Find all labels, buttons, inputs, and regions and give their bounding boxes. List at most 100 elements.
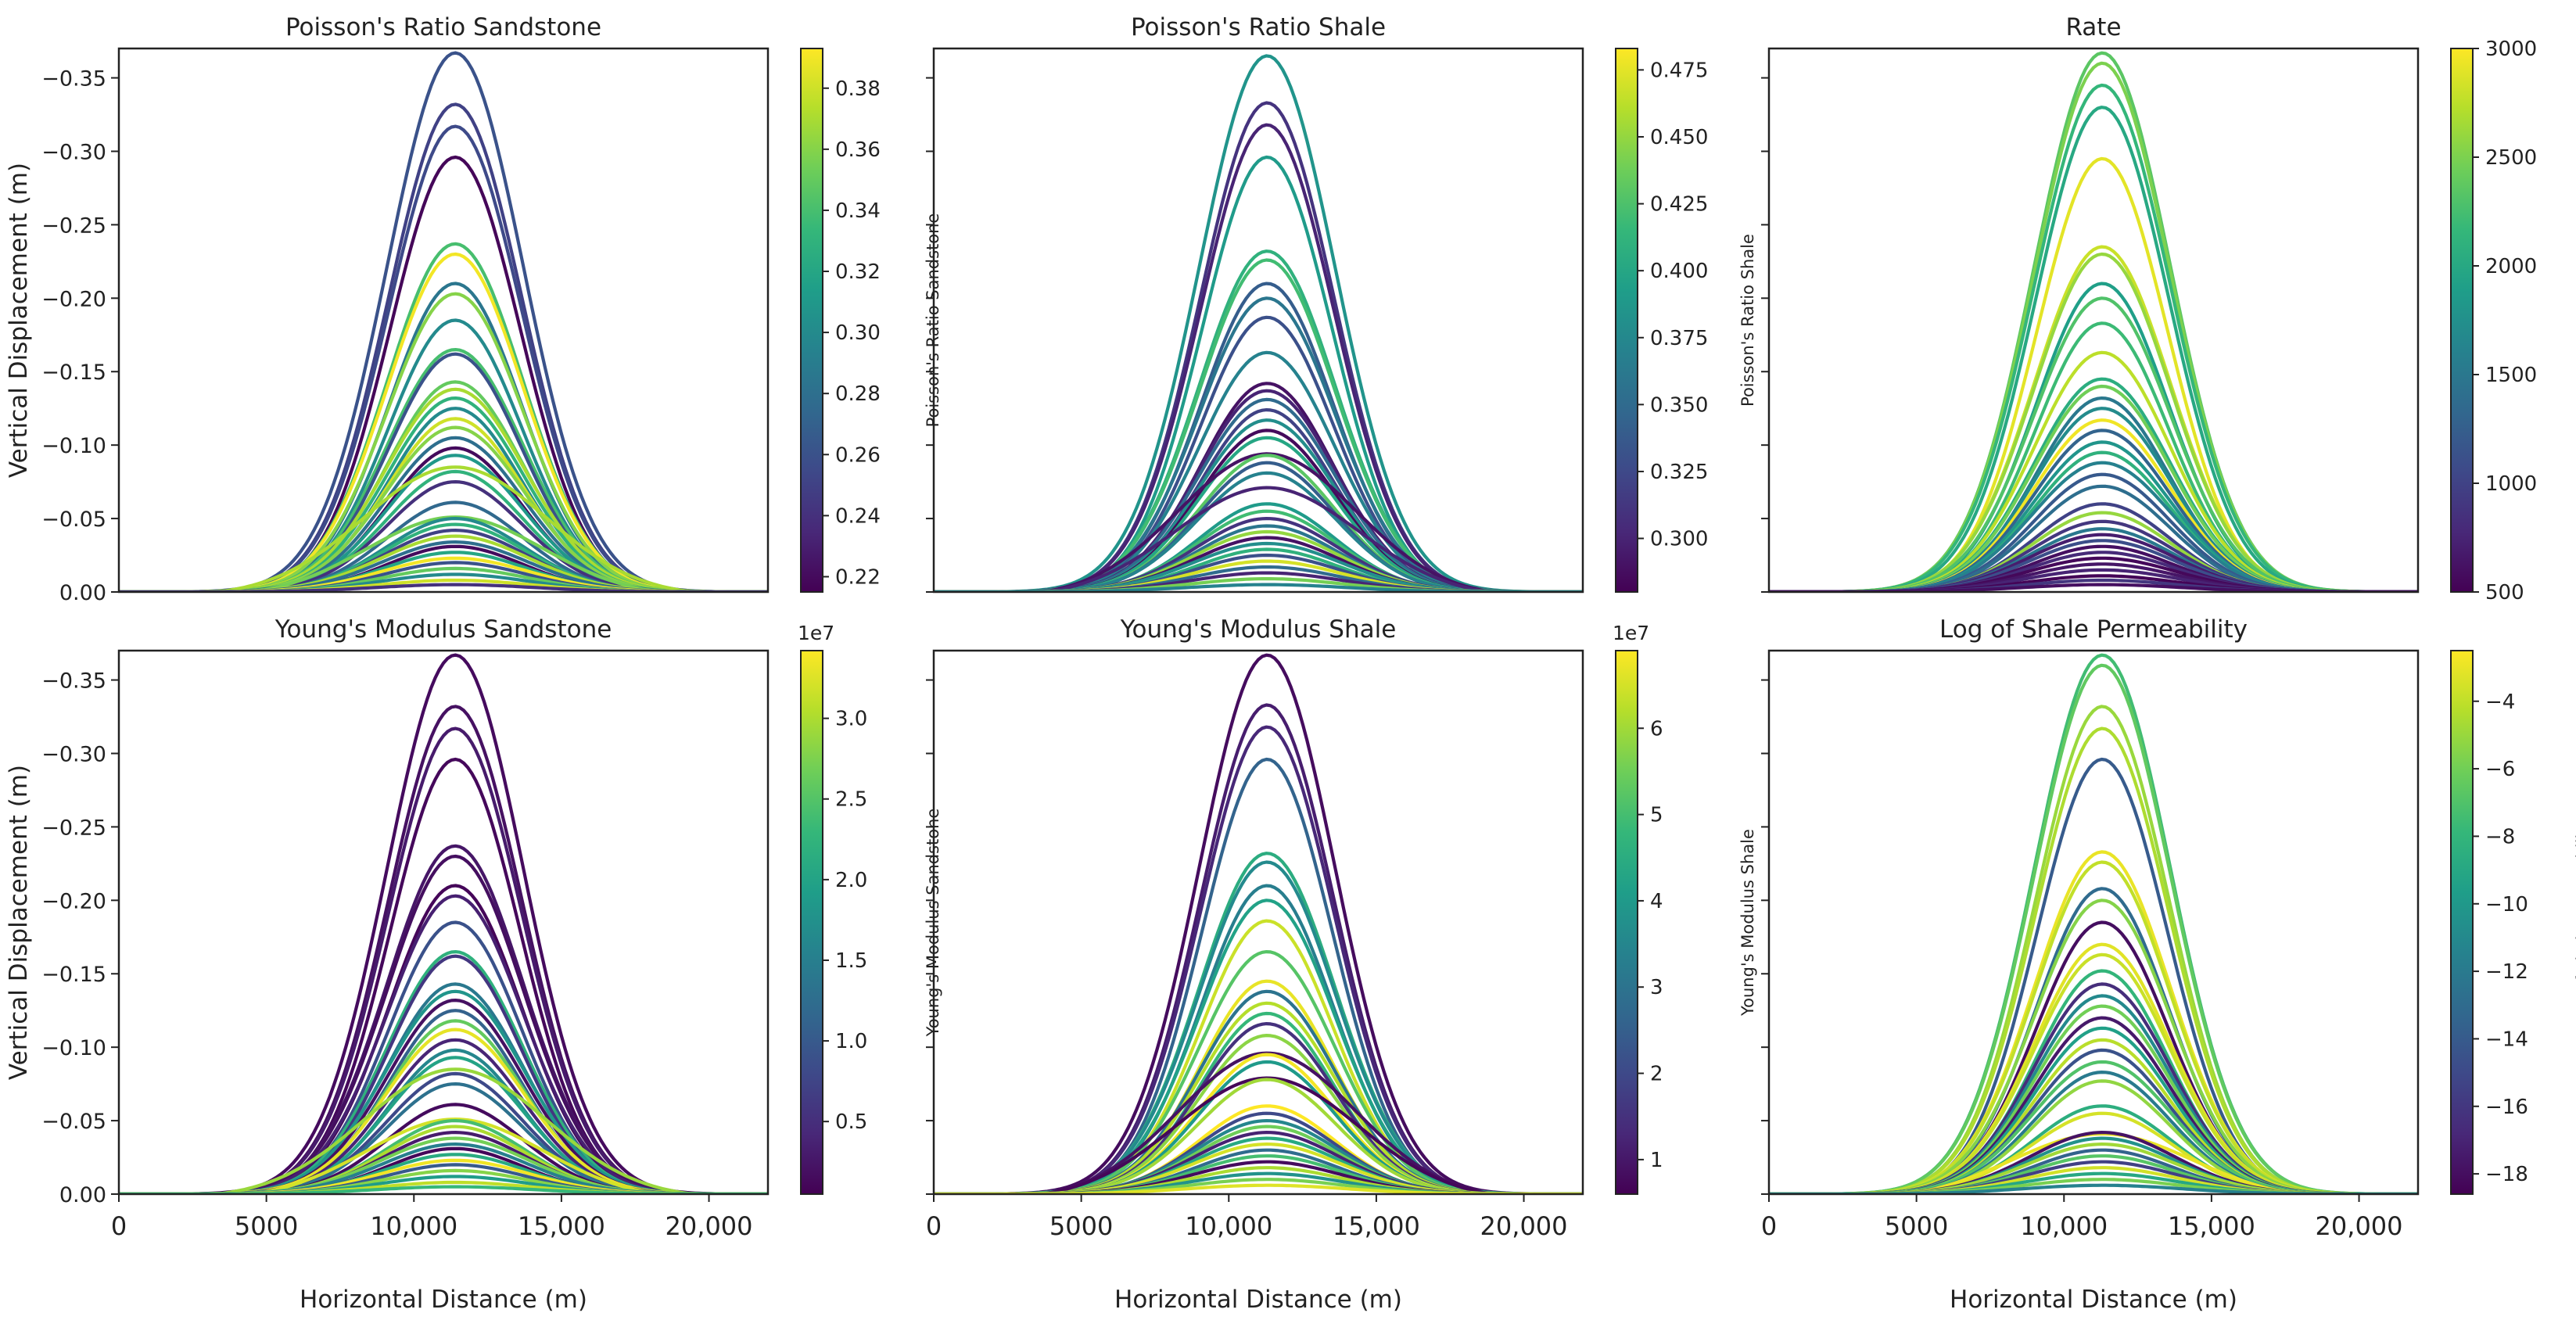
colorbar-gradient	[2451, 651, 2473, 1194]
colorbar-label: Rate	[2574, 301, 2576, 339]
y-axis-label: Vertical Displacement (m)	[5, 765, 33, 1080]
colorbar-tick-label: 1000	[2485, 472, 2537, 496]
series-line-25	[1769, 1111, 2418, 1194]
x-tick-label: 5000	[235, 1211, 298, 1241]
curves	[119, 51, 768, 592]
colorbar-tick-label: 0.28	[835, 382, 881, 406]
colorbar-tick-label: 4	[1650, 890, 1663, 913]
curves	[934, 653, 1583, 1194]
series-line-26	[1769, 527, 2418, 592]
x-tick-label: 10,000	[370, 1211, 457, 1241]
colorbar-tick-label: 2000	[2485, 255, 2537, 278]
y-tick-label: 0.00	[59, 1183, 106, 1207]
series-line-3	[1769, 705, 2418, 1194]
series-line-3	[934, 123, 1583, 592]
colorbar-tick-label: −8	[2485, 825, 2515, 848]
x-tick-label: 15,000	[1333, 1211, 1420, 1241]
colorbar-tick-label: 1	[1650, 1149, 1663, 1172]
series-line-28	[119, 1131, 768, 1194]
colorbar: −18 −16 −14 −12 −10 −8 −6 −4 Log of Shale Permea…	[2450, 650, 2576, 1195]
colorbar-gradient	[801, 651, 823, 1194]
colorbar-frame	[1615, 48, 1638, 593]
x-tick-label: 0	[111, 1211, 127, 1241]
colorbar-tick-label: 0.325	[1650, 461, 1708, 484]
colorbar-tick-label: 5	[1650, 804, 1663, 827]
series-line-6	[934, 258, 1583, 592]
y-tick-label: −0.35	[41, 67, 106, 91]
series-line-25	[240, 515, 670, 592]
colorbar-tick-label: −12	[2485, 960, 2528, 984]
series-line-28	[119, 529, 768, 592]
colorbar-tick-label: 3000	[2485, 38, 2537, 61]
colorbar-label: Young's Modulus Shale	[1738, 829, 1757, 1017]
x-tick-label: 15,000	[2168, 1211, 2255, 1241]
colorbar-tick-label: 0.24	[835, 504, 881, 528]
series-line-12	[119, 982, 768, 1194]
colorbar-tick-label: 0.375	[1650, 327, 1708, 350]
x-tick-label: 20,000	[2316, 1211, 2403, 1241]
y-tick-label: 0.00	[59, 581, 106, 605]
colorbar-tick-label: 0.300	[1650, 528, 1708, 551]
y-tick-label: −0.30	[41, 742, 106, 766]
colorbar-tick-label: 0.425	[1650, 193, 1708, 217]
plot-frame	[932, 47, 1584, 594]
x-tick-label: 5000	[1885, 1211, 1948, 1241]
colorbar-tick-label: 1.5	[835, 949, 867, 973]
plot-frame	[117, 47, 770, 594]
panel-6: Log of Shale Permeability 0 5000 10,000 15,0…	[1761, 615, 2576, 1314]
series-line-20	[119, 1056, 768, 1194]
y-tick-label: −0.20	[41, 287, 106, 311]
x-tick-label: 20,000	[666, 1211, 753, 1241]
chart-title: Poisson's Ratio Sandstone	[285, 13, 601, 41]
y-tick-label: −0.05	[41, 508, 106, 532]
x-tick-label: 0	[926, 1211, 942, 1241]
curves	[119, 653, 768, 1194]
series-line-14	[934, 408, 1583, 592]
plot-frame	[1767, 47, 2420, 594]
panel-5: Young's Modulus Shale 0 5000 10,000 15,000 20…	[926, 615, 1757, 1314]
colorbar-tick-label: −10	[2485, 893, 2528, 916]
colorbar-label: Log of Shale Permeability	[2574, 818, 2576, 1027]
series-line-10	[1769, 920, 2418, 1194]
colorbar-tick-label: 1.0	[835, 1030, 867, 1053]
colorbar-tick-label: 6	[1650, 717, 1663, 741]
colorbar-frame	[2450, 48, 2474, 593]
y-tick-label: −0.10	[41, 434, 106, 458]
series-line-17	[934, 436, 1583, 592]
y-tick-label: −0.25	[41, 816, 106, 840]
colorbar-tick-label: 500	[2485, 581, 2524, 604]
colorbar-tick-label: −14	[2485, 1028, 2528, 1051]
series-line-26	[934, 524, 1583, 592]
series-line-16	[1769, 1004, 2418, 1194]
y-tick-label: −0.30	[41, 140, 106, 164]
x-tick-label: 10,000	[1185, 1211, 1272, 1241]
x-tick-label: 5000	[1049, 1211, 1113, 1241]
series-line-1	[1769, 51, 2418, 592]
colorbar-frame	[800, 650, 823, 1195]
y-tick-label: −0.15	[41, 963, 106, 987]
colorbar-tick-label: 0.32	[835, 260, 881, 284]
y-tick-label: −0.15	[41, 360, 106, 385]
colorbar-tick-label: 0.475	[1650, 59, 1708, 82]
colorbar-tick-label: 2500	[2485, 146, 2537, 170]
colorbar-tick-label: 0.30	[835, 321, 881, 345]
colorbar-tick-label: 0.38	[835, 77, 881, 101]
chart-title: Young's Modulus Shale	[1120, 615, 1397, 644]
colorbar-frame	[800, 48, 823, 593]
series-line-20	[119, 454, 768, 592]
chart-title: Rate	[2065, 13, 2121, 41]
y-tick-label: −0.35	[41, 669, 106, 694]
colorbar-tick-label: 0.350	[1650, 393, 1708, 417]
colorbar-gradient	[1616, 651, 1638, 1194]
x-tick-label: 10,000	[2020, 1211, 2108, 1241]
series-line-4	[1769, 726, 2418, 1194]
series-line-13	[934, 1001, 1583, 1194]
colorbar-exponent: 1e7	[798, 622, 834, 644]
plot-frame	[1767, 649, 2420, 1196]
y-axis-label: Vertical Displacement (m)	[5, 163, 33, 478]
series-line-5	[119, 242, 768, 592]
colorbar-tick-label: 0.26	[835, 443, 881, 467]
colorbar: 0.300 0.325 0.350 0.375 0.400 0.425 0.450 0.475…	[1615, 48, 1757, 593]
